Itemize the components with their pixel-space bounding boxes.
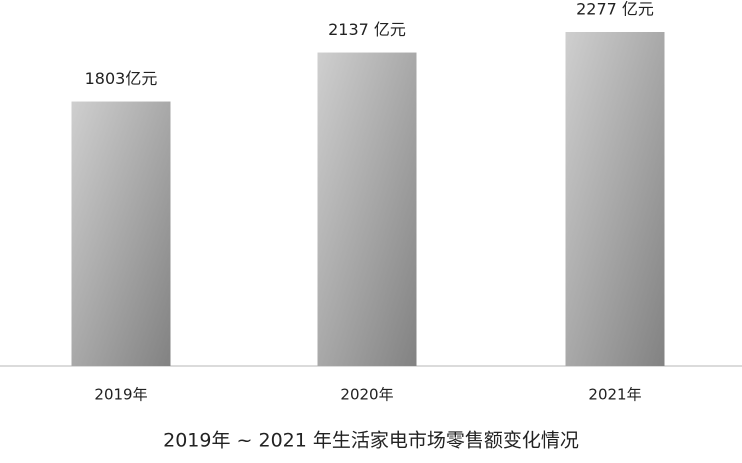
x-tick-label: 2019年 [94,386,147,404]
value-label: 2277 亿元 [576,0,654,19]
value-label: 2137 亿元 [328,20,406,39]
bar [565,32,665,366]
bar [71,101,171,367]
bar [317,52,417,366]
value-label: 1803亿元 [85,69,158,88]
chart-title: 2019年 ~ 2021 年生活家电市场零售额变化情况 [163,430,579,452]
x-tick-label: 2021年 [588,386,641,404]
x-tick-label: 2020年 [340,386,393,404]
